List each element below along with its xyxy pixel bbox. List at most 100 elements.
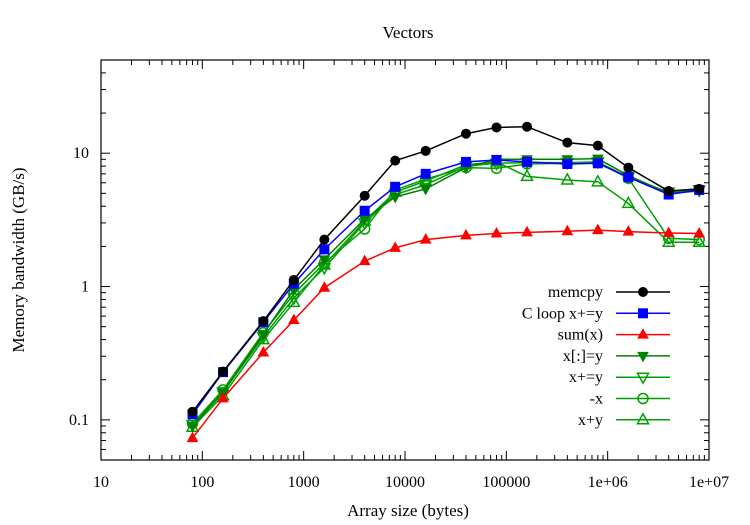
series-sum-x: [186, 223, 706, 443]
data-point: [258, 316, 269, 327]
data-point: [491, 154, 502, 165]
x-axis: 10 100 1000 10000 100000 1e+06 1e+07: [93, 60, 729, 491]
data-point: [217, 391, 229, 403]
data-point: [592, 140, 603, 151]
data-point: [287, 313, 300, 325]
legend-label: sum(x): [558, 327, 603, 344]
data-point: [694, 183, 705, 194]
legend-label: x+y: [578, 412, 603, 429]
data-point: [359, 205, 370, 216]
data-point: [319, 234, 330, 245]
data-point: [562, 137, 573, 148]
legend-marker: [637, 351, 649, 363]
x-tick-label: 1e+06: [588, 474, 628, 491]
data-point: [318, 281, 331, 292]
data-point: [186, 431, 199, 443]
series-line: [191, 161, 700, 424]
plot-frame: [100, 59, 710, 461]
data-point: [389, 241, 402, 252]
data-point: [389, 192, 402, 204]
data-point: [187, 406, 198, 417]
series-c-loop-x-y: [187, 154, 705, 420]
series-memcpy: [187, 121, 705, 417]
chart-title: Vectors: [383, 23, 434, 42]
legend-entry: x+y: [578, 412, 670, 429]
y-tick-label: 0.1: [69, 412, 89, 429]
x-tick-label: 1e+07: [689, 474, 729, 491]
x-tick-label: 10: [93, 474, 109, 491]
data-point: [319, 244, 330, 255]
legend-label: memcpy: [548, 284, 603, 301]
data-point: [461, 128, 472, 139]
legend-entry: x+=y: [569, 369, 670, 386]
series-x-y: [185, 154, 706, 433]
series-line: [191, 159, 700, 415]
x-tick-label: 1000: [288, 474, 320, 491]
data-point: [419, 233, 432, 244]
data-point: [419, 184, 432, 196]
data-point: [491, 122, 502, 133]
legend-label: -x: [590, 391, 603, 408]
data-point: [623, 162, 634, 173]
data-point: [621, 195, 636, 209]
data-point: [520, 168, 534, 182]
legend-label: C loop x+=y: [522, 305, 603, 322]
data-point: [562, 158, 573, 169]
data-point: [661, 234, 676, 247]
x-tick-label: 100: [190, 474, 214, 491]
data-point: [218, 366, 229, 377]
data-point: [420, 145, 431, 156]
data-point: [623, 172, 634, 183]
legend-marker: [636, 372, 650, 385]
y-axis-label: Memory bandwidth (GB/s): [9, 167, 28, 352]
legend-entry: -x: [590, 391, 670, 408]
y-tick-label: 1: [81, 279, 89, 296]
series-layer: [185, 121, 706, 443]
legend-label: x+=y: [569, 369, 603, 386]
data-point: [490, 226, 503, 238]
data-point: [522, 121, 533, 132]
series-line: [191, 161, 700, 426]
legend-entry: x[:]=y: [563, 348, 670, 365]
data-point: [662, 226, 675, 238]
data-point: [288, 274, 299, 285]
data-point: [693, 226, 706, 238]
data-point: [692, 234, 706, 247]
data-point: [521, 225, 533, 237]
data-point: [592, 158, 603, 169]
legend-entry: memcpy: [548, 284, 670, 301]
legend-marker: [637, 328, 649, 339]
legend-marker: [636, 412, 650, 425]
x-tick-label: 100000: [482, 474, 530, 491]
data-point: [390, 155, 401, 166]
x-tick-label: 10000: [385, 474, 425, 491]
data-point: [186, 421, 199, 433]
legend-marker: [638, 308, 648, 319]
y-axis: 0.1 1 10: [69, 59, 709, 461]
data-point: [257, 330, 270, 341]
legend-label: x[:]=y: [563, 348, 603, 365]
data-point: [622, 225, 635, 236]
legend-marker: [637, 392, 649, 405]
data-point: [460, 228, 472, 240]
legend-marker: [638, 287, 648, 297]
data-point: [591, 223, 604, 235]
series-line: [191, 161, 700, 428]
legend-entry: sum(x): [558, 327, 670, 344]
data-point: [318, 255, 331, 266]
series-x-y: [186, 154, 706, 433]
series-line: [191, 157, 700, 427]
data-point: [420, 168, 431, 179]
data-point: [358, 254, 371, 266]
series-x: [186, 156, 705, 430]
data-point: [257, 345, 270, 357]
data-point: [591, 174, 605, 187]
series-line: [191, 229, 700, 439]
series-line: [191, 125, 700, 413]
data-point: [560, 172, 575, 185]
data-point: [561, 224, 574, 236]
data-point: [359, 190, 370, 201]
data-point: [390, 181, 401, 192]
x-axis-label: Array size (bytes): [347, 501, 469, 520]
